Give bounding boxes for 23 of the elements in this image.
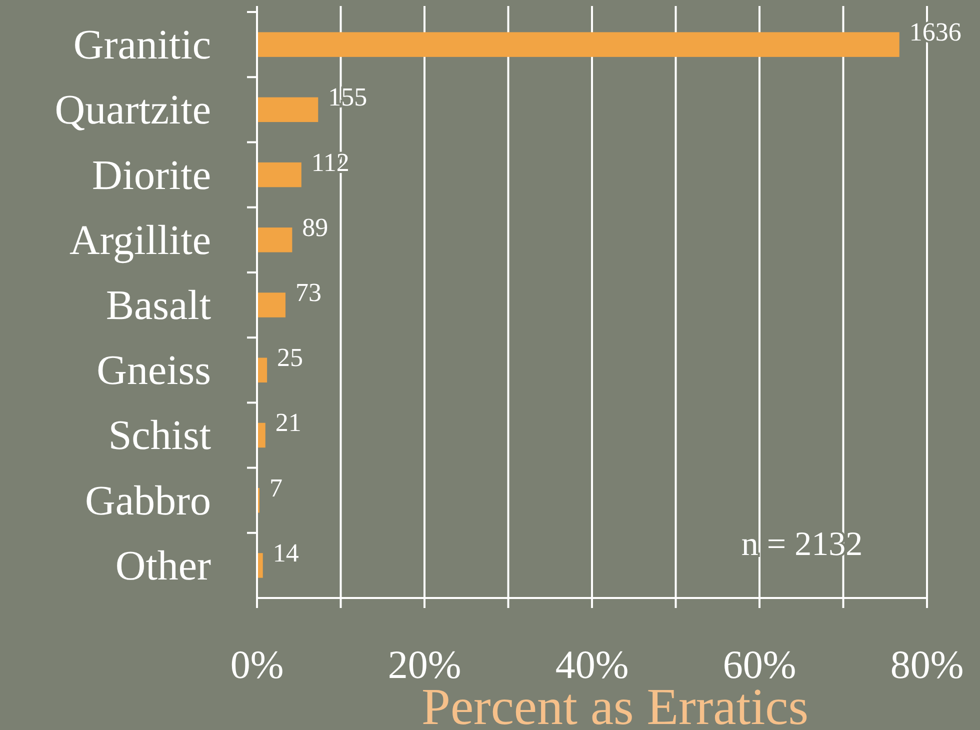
bar — [257, 228, 292, 252]
y-tick-label: Diorite — [92, 152, 211, 199]
y-tick-label: Other — [115, 543, 211, 590]
annotation: 89 — [302, 212, 328, 242]
x-tick-label: 0% — [230, 642, 284, 687]
annotation: 25 — [277, 343, 304, 372]
x-tick-label: 80% — [890, 642, 964, 687]
bar — [257, 32, 900, 57]
bar — [257, 292, 286, 318]
y-tick-label: Granitic — [73, 22, 211, 69]
bar — [257, 358, 268, 382]
bar — [257, 162, 302, 188]
annotation: 14 — [272, 538, 299, 568]
y-tick-label: Schist — [108, 413, 212, 460]
y-tick-label: Gneiss — [96, 348, 211, 394]
y-tick-label: Basalt — [106, 283, 212, 329]
annotation: 7 — [270, 473, 283, 502]
y-tick-label: Argillite — [69, 218, 211, 264]
annotation: 21 — [275, 408, 302, 438]
y-tick-label: Quartzite — [54, 88, 211, 134]
annotation: 73 — [295, 278, 322, 307]
bar — [257, 97, 318, 122]
y-tick-label: Gabbro — [85, 478, 211, 524]
